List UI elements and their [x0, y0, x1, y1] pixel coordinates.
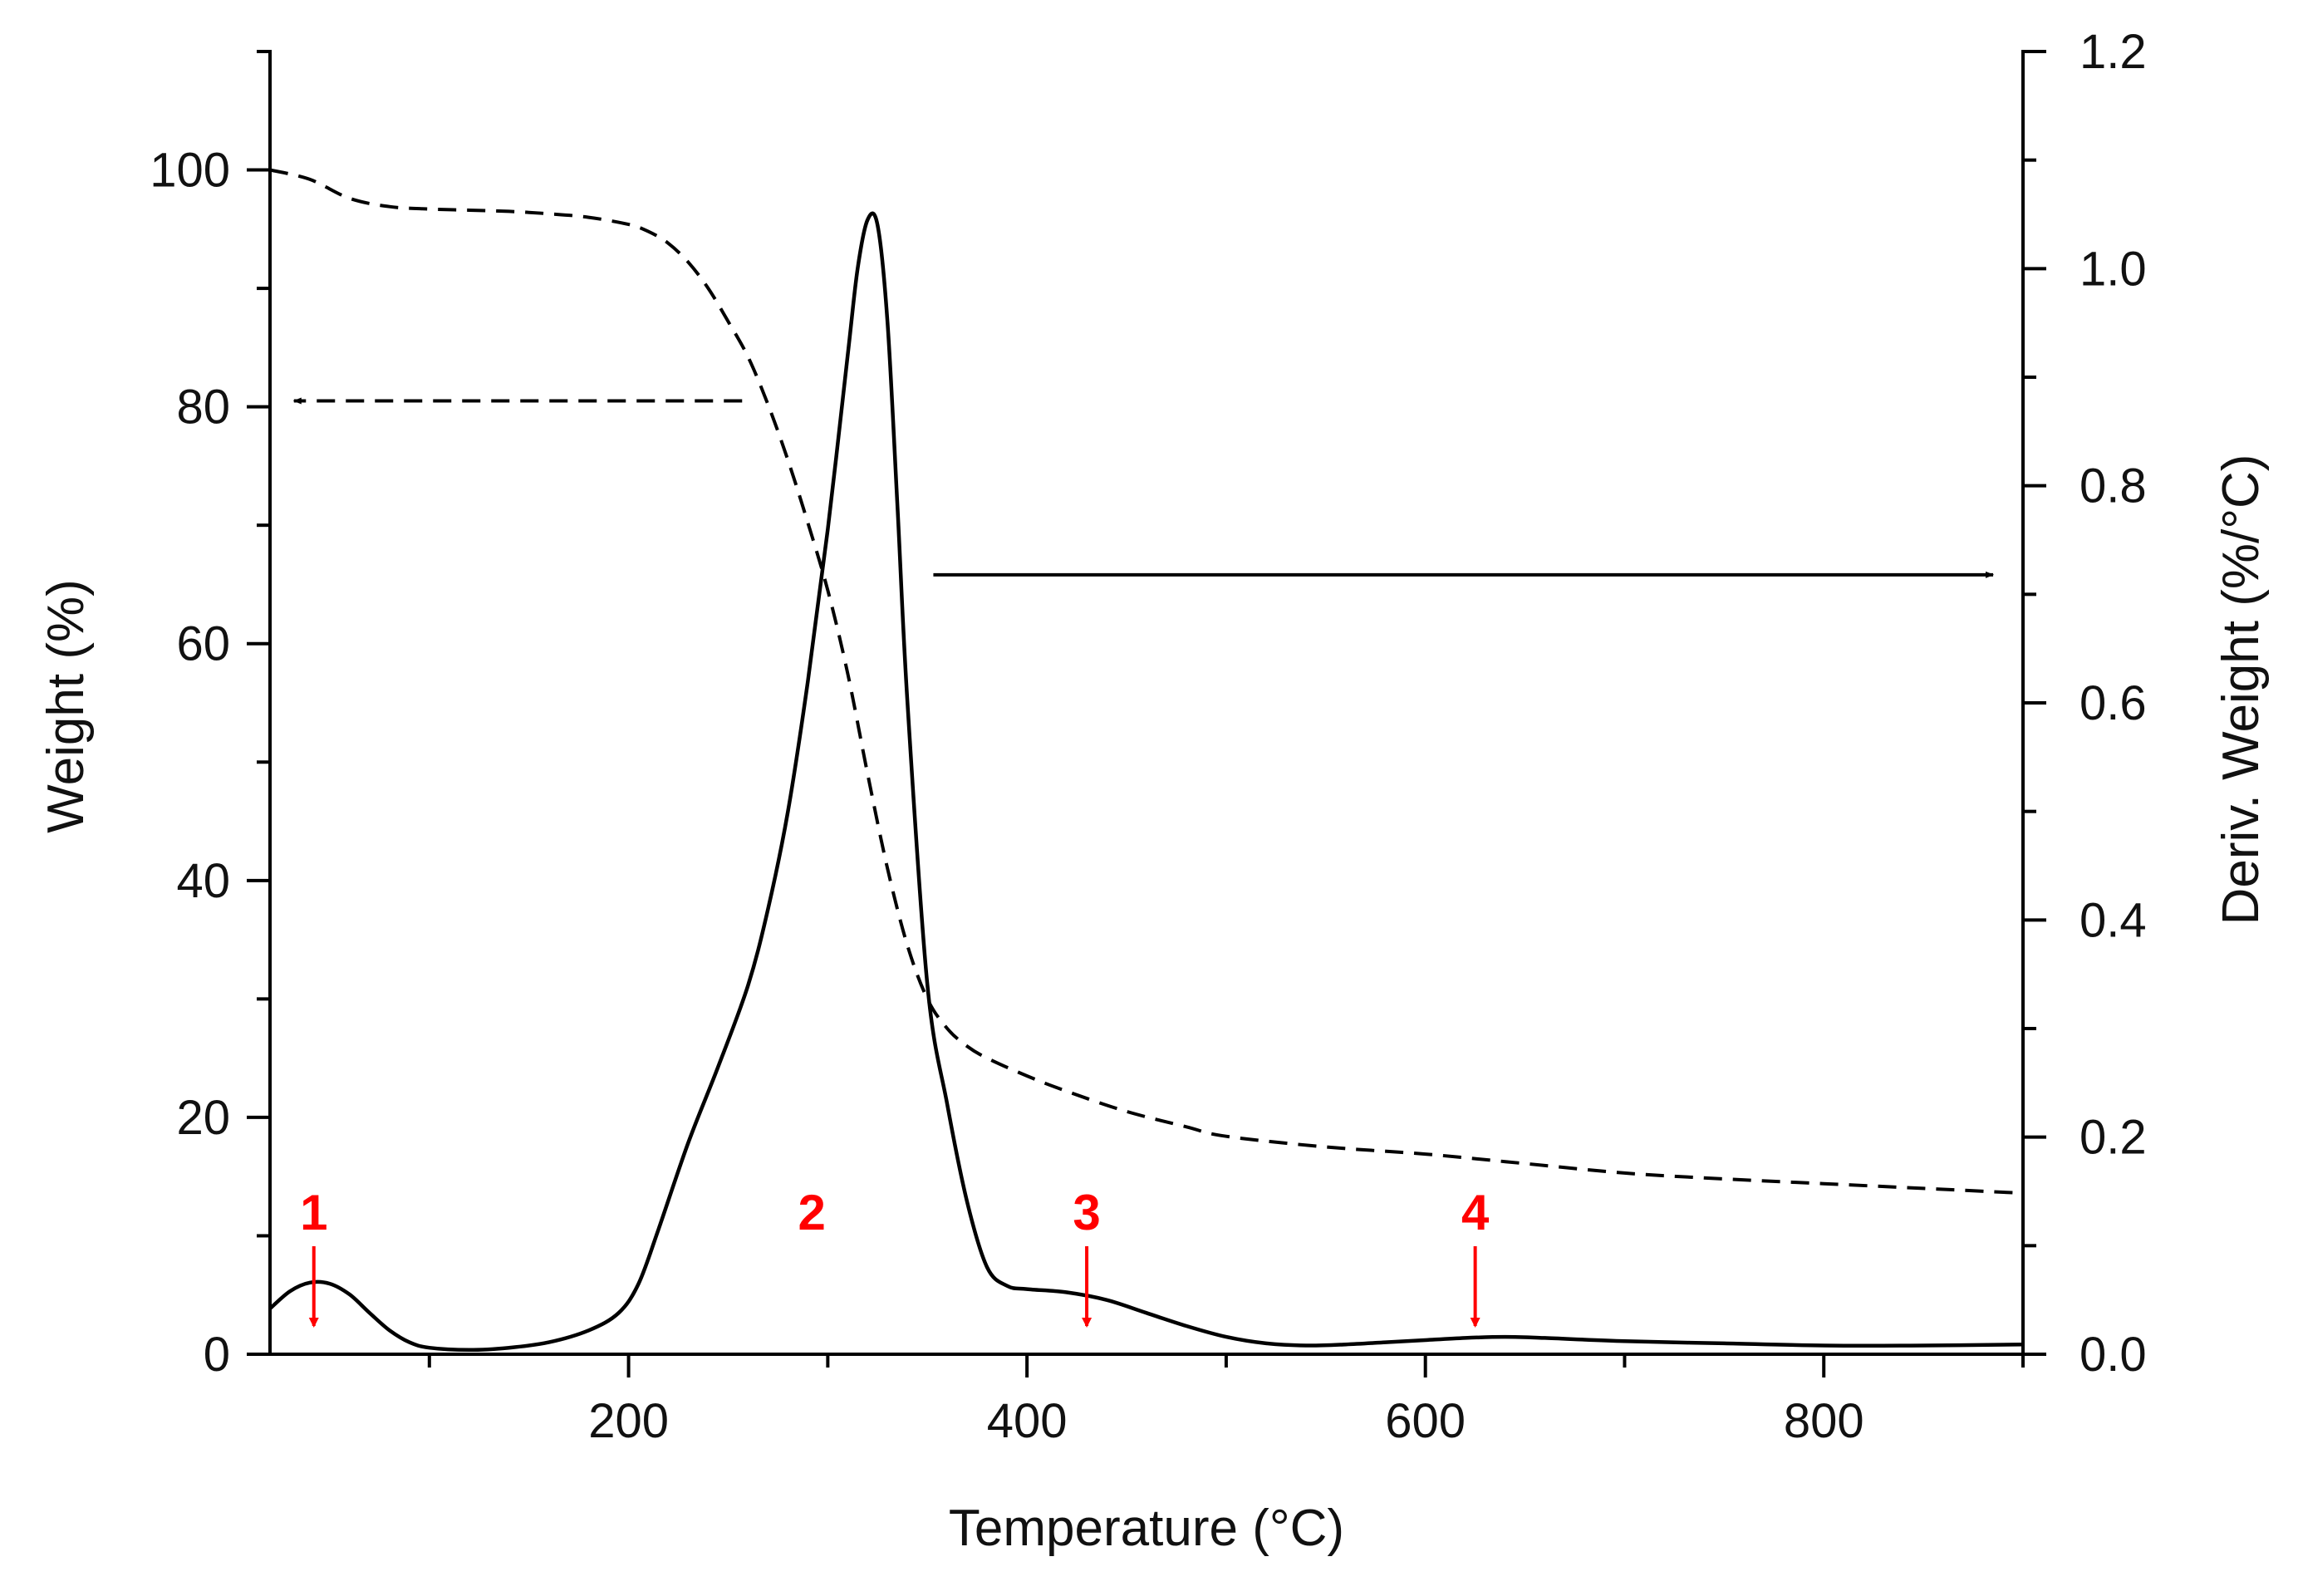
- x-tick-label: 600: [1385, 1394, 1466, 1448]
- weight-series-line: [269, 168, 2024, 1196]
- right-y-tick-label: 0.8: [2079, 459, 2147, 513]
- left-y-axis-title: Weight (%): [37, 579, 95, 833]
- right-y-tick-label: 0.6: [2079, 676, 2147, 730]
- deriv-weight-series-line: [268, 211, 2024, 1353]
- left-y-axis-ticks: 0 20 40 60 80 100: [150, 50, 270, 1382]
- right-y-tick-label: 0.0: [2079, 1328, 2147, 1382]
- x-axis-title: Temperature (°C): [949, 1500, 1344, 1557]
- left-y-tick-label: 60: [176, 617, 230, 671]
- right-y-tick-label: 0.2: [2079, 1111, 2147, 1165]
- x-tick-label: 400: [987, 1394, 1068, 1448]
- right-y-tick-label: 0.4: [2079, 893, 2147, 947]
- right-y-tick-label: 1.2: [2079, 25, 2147, 79]
- peak-label-2: 2: [798, 1185, 825, 1240]
- peak-markers: 1 2 3 4: [300, 1185, 1490, 1328]
- x-axis-ticks: 200 400 600 800: [427, 1354, 2025, 1448]
- peak-label-1: 1: [300, 1185, 327, 1240]
- left-y-tick-label: 0: [204, 1328, 230, 1382]
- peak-label-3: 3: [1073, 1185, 1100, 1240]
- right-y-tick-label: 1.0: [2079, 242, 2147, 296]
- peak-label-4: 4: [1461, 1185, 1490, 1240]
- left-y-tick-label: 40: [176, 854, 230, 908]
- x-tick-label: 800: [1784, 1394, 1864, 1448]
- x-tick-label: 200: [588, 1394, 669, 1448]
- left-y-tick-label: 20: [176, 1091, 230, 1145]
- right-y-axis-ticks: 0.0 0.2 0.4 0.6 0.8 1.0 1.2: [2023, 25, 2147, 1382]
- left-y-tick-label: 80: [176, 381, 230, 435]
- right-y-axis-title: Deriv. Weight (%/°C): [2212, 454, 2270, 926]
- left-y-tick-label: 100: [150, 144, 230, 198]
